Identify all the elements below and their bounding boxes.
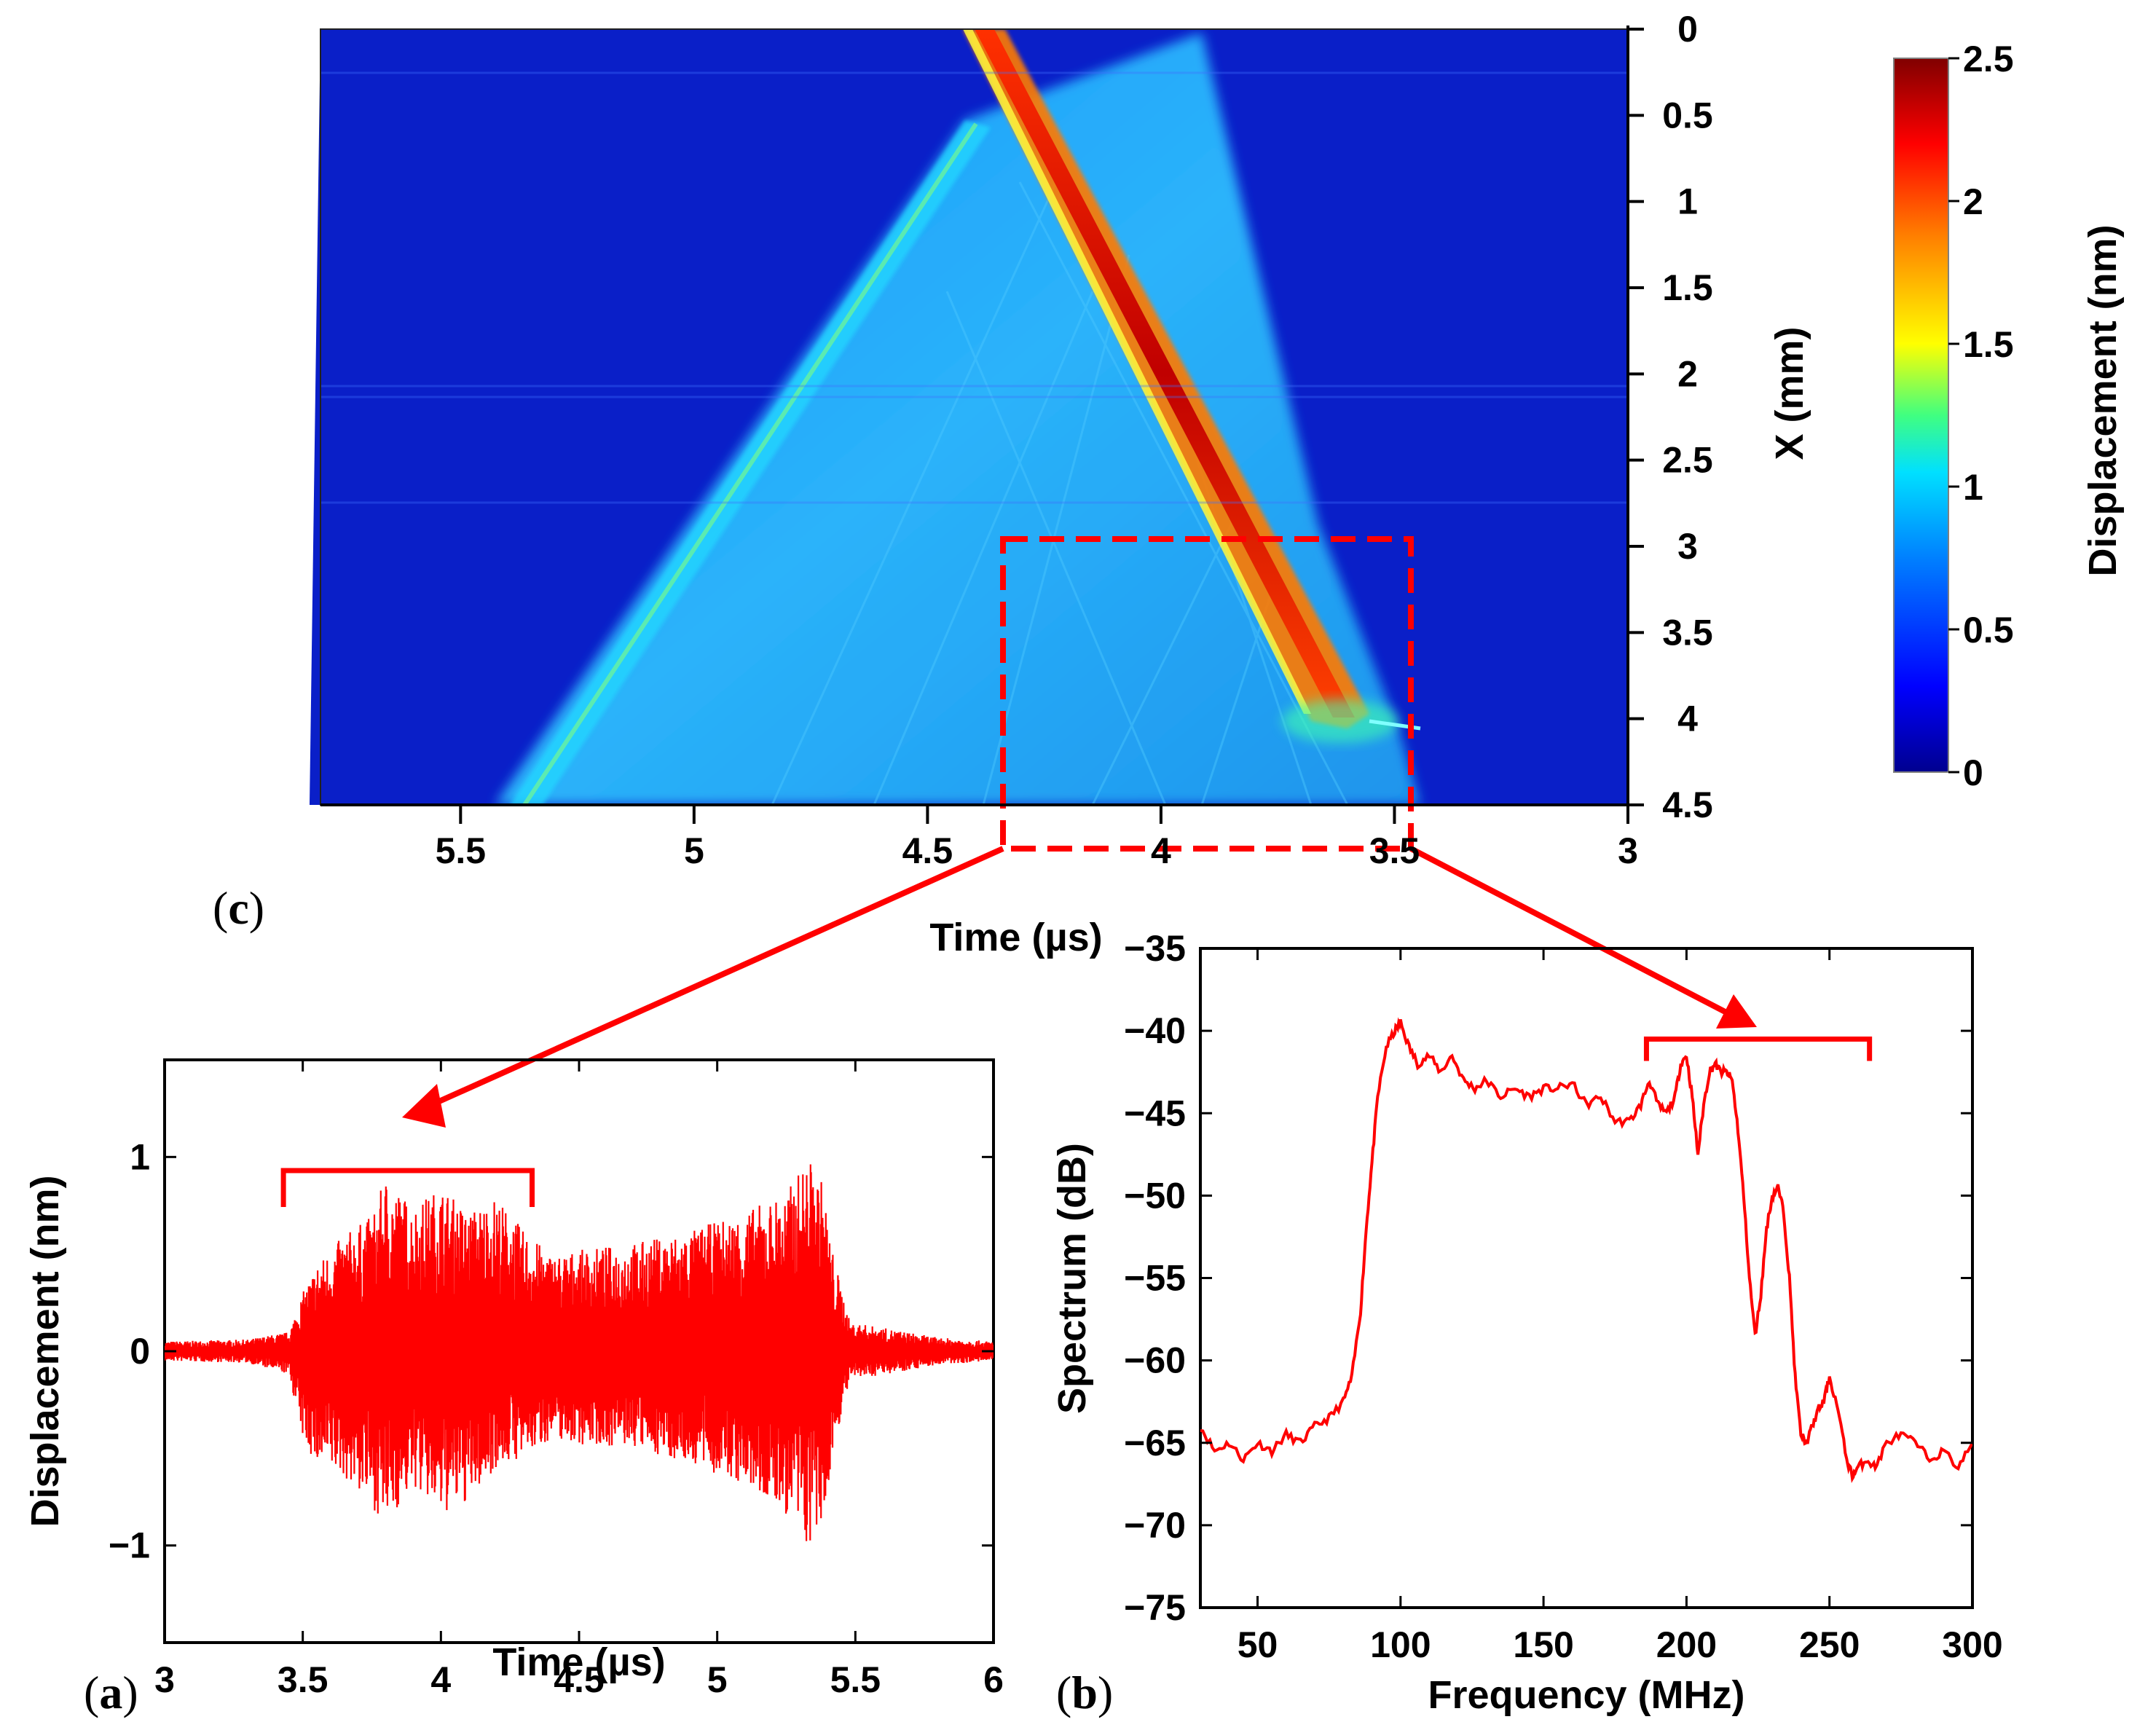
c-y-axis-label: X (mm) [1768, 326, 1811, 460]
a-y-tick-label: −1 [109, 1525, 150, 1566]
a-y-tick-label: 1 [130, 1136, 150, 1177]
a-x-tick-label: 5 [707, 1659, 728, 1700]
panel-b-frame [1199, 947, 1974, 1609]
a-bracket [280, 1168, 535, 1207]
c-y-tick-label: 2 [1677, 353, 1698, 394]
b-y-tick-label: −70 [1124, 1505, 1186, 1546]
b-x-tick-label: 200 [1656, 1624, 1717, 1665]
b-x-tick-label: 300 [1942, 1624, 2002, 1665]
panel-a-plot-area [165, 1164, 994, 1541]
b-x-tick-label: 50 [1238, 1624, 1278, 1665]
reflected-wave-region [495, 33, 1420, 805]
colorbar-tick-label: 2 [1963, 181, 1983, 222]
a-x-tick-label: 3.5 [278, 1659, 328, 1700]
c-x-tick-label: 4 [1151, 830, 1171, 871]
a-x-axis-label: Time (µs) [492, 1640, 665, 1684]
b-bracket [1643, 1036, 1873, 1061]
zoom-arrow-to-panel-a [402, 846, 1004, 1128]
colorbar-gradient [1894, 58, 1948, 772]
zoom-box [1000, 536, 1414, 852]
colorbar: 0 0.5 1 1.5 2 2.5 Displacement (nm) [1893, 39, 2125, 793]
b-x-tick-label: 100 [1370, 1624, 1431, 1665]
a-x-tick-label: 4 [430, 1659, 451, 1700]
panel-a-axes: 3 3.5 4 4.5 5 5.5 6 1 0 −1 Time (µs) Displacement (… [23, 1060, 1004, 1700]
b-y-tick-label: −45 [1124, 1093, 1186, 1133]
horizontal-artifacts [320, 71, 1628, 504]
zoom-annotation [402, 536, 1757, 1128]
b-y-tick-label: −50 [1124, 1175, 1186, 1216]
b-x-tick-label: 250 [1799, 1624, 1860, 1665]
panel-label-a: (a) [84, 1667, 138, 1718]
c-x-tick-label: 4.5 [902, 830, 953, 871]
a-x-tick-label: 6 [983, 1659, 1004, 1700]
panel-a: 3 3.5 4 4.5 5 5.5 6 1 0 −1 Time (µs) Displacement (… [23, 1058, 1004, 1700]
b-y-tick-label: −75 [1124, 1587, 1186, 1628]
c-y-tick-label: 4.5 [1662, 785, 1713, 825]
a-x-tick-label: 5.5 [830, 1659, 881, 1700]
c-x-tick-label: 5 [684, 830, 704, 871]
c-x-tick-label: 5.5 [436, 830, 487, 871]
colorbar-label: Displacement (nm) [2081, 224, 2125, 576]
colorbar-tick-label: 0 [1963, 752, 1983, 793]
colorbar-ticks: 0 0.5 1 1.5 2 2.5 [1948, 39, 2014, 793]
colorbar-tick-label: 1 [1963, 467, 1983, 508]
main-wave-core [975, 29, 1355, 717]
b-y-tick-label: −65 [1124, 1423, 1186, 1463]
b-x-tick-label: 150 [1513, 1624, 1573, 1665]
colorbar-tick-label: 0.5 [1963, 610, 2014, 650]
a-x-tick-label: 3 [154, 1659, 175, 1700]
c-y-tick-label: 0.5 [1662, 95, 1713, 135]
c-x-tick-label: 3.5 [1369, 830, 1420, 871]
c-y-tick-label: 3 [1677, 526, 1698, 567]
b-y-tick-label: −55 [1124, 1258, 1186, 1299]
c-x-tick-label: 3 [1618, 830, 1638, 871]
c-y-tick-label: 3.5 [1662, 612, 1713, 653]
a-y-tick-label: 0 [130, 1331, 150, 1372]
panel-c-axes: 5.5 5 4.5 4 3.5 3 0 0.5 1 1.5 2 2.5 3 3.5 4 4.5 Time (µs… [320, 9, 1811, 959]
c-y-tick-label: 4 [1677, 699, 1698, 739]
b-spectrum-line [1200, 1017, 1972, 1483]
c-x-axis-label: Time (µs) [929, 916, 1102, 959]
colorbar-tick-label: 1.5 [1963, 324, 2014, 365]
panel-b: 50 100 150 200 250 300 −35 −40 −45 −50 −55 −60 −65 −7… [1050, 928, 2003, 1717]
panel-c-heatmap [310, 28, 1629, 806]
b-x-axis-label: Frequency (MHz) [1428, 1673, 1744, 1717]
b-y-tick-label: −40 [1124, 1010, 1186, 1051]
c-y-tick-label: 1 [1677, 181, 1698, 222]
a-x-tick-label: 4.5 [554, 1659, 605, 1700]
b-y-tick-label: −60 [1124, 1340, 1186, 1381]
c-y-tick-label: 2.5 [1662, 440, 1713, 481]
c-y-tick-label: 0 [1677, 9, 1698, 50]
panel-b-plot-area [1200, 1017, 1972, 1483]
zoom-arrow-to-panel-b [1409, 846, 1757, 1029]
colorbar-tick-label: 2.5 [1963, 39, 2014, 79]
b-y-axis-label: Spectrum (dB) [1050, 1143, 1094, 1414]
a-waveform-line [165, 1164, 994, 1541]
a-y-axis-label: Displacement (nm) [23, 1175, 67, 1527]
b-y-tick-label: −35 [1124, 928, 1186, 969]
c-y-tick-label: 1.5 [1662, 267, 1713, 308]
panel-label-c: (c) [213, 882, 264, 934]
panel-label-b: (b) [1056, 1667, 1113, 1718]
panel-b-axes: 50 100 150 200 250 300 −35 −40 −45 −50 −55 −60 −65 −7… [1050, 928, 2003, 1717]
